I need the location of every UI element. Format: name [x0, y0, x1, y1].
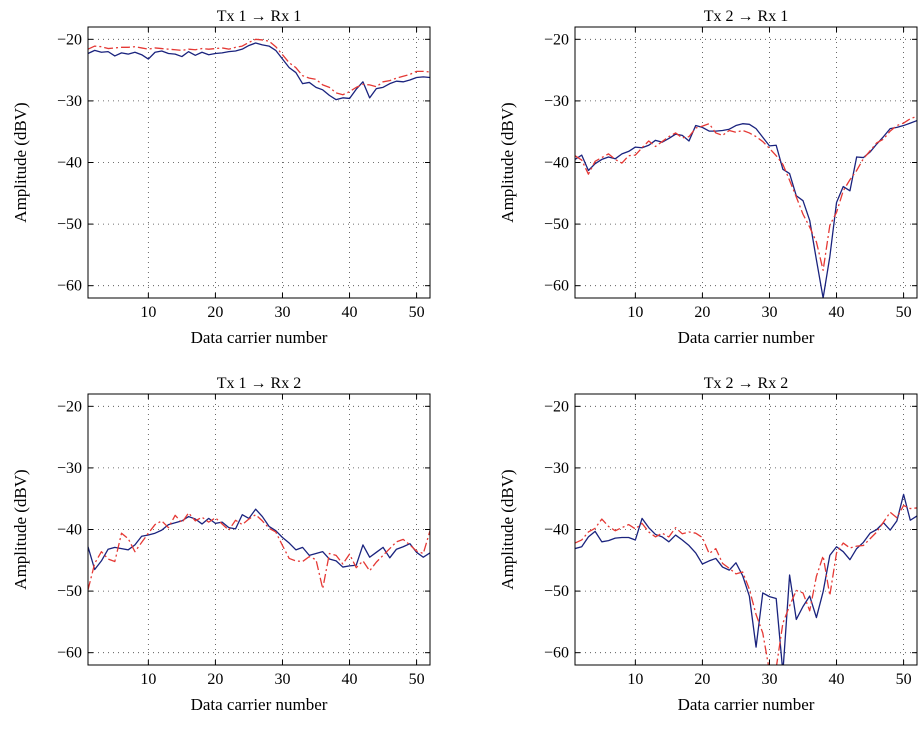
- y-tick-label: −20: [57, 398, 82, 415]
- x-axis-label: Data carrier number: [191, 695, 328, 714]
- series-line-2: [88, 512, 430, 591]
- chart-title: Tx 1 → Rx 1: [217, 8, 301, 25]
- x-tick-label: 30: [274, 304, 290, 321]
- chart-title: Tx 1 → Rx 2: [217, 375, 301, 392]
- y-axis-label: Amplitude (dBV): [498, 102, 517, 222]
- chart-panel-2: 10 20 30 40 50 −20 −30 −40 −50 −60 Tx 2 → Rx 1 Data…: [498, 8, 918, 347]
- y-axis-label: Amplitude (dBV): [498, 469, 517, 589]
- y-tick-label: −60: [544, 278, 569, 295]
- y-tick-label: −50: [544, 583, 569, 600]
- y-tick-label: −60: [544, 645, 569, 662]
- y-tick-label: −40: [57, 522, 82, 539]
- y-tick-label: −40: [544, 155, 569, 172]
- series-line-2: [575, 115, 917, 271]
- series-line-2: [575, 504, 917, 665]
- x-tick-label: 40: [342, 304, 358, 321]
- y-tick-label: −50: [544, 216, 569, 233]
- x-axis-label: Data carrier number: [678, 328, 815, 347]
- chart-panel-1: 10 20 30 40 50 −20 −30 −40 −50 −60 Tx 1 → Rx 1 Data…: [11, 8, 431, 347]
- y-tick-label: −50: [57, 216, 82, 233]
- x-tick-label: 40: [829, 671, 845, 688]
- x-tick-label: 10: [627, 304, 643, 321]
- x-tick-label: 50: [409, 671, 425, 688]
- series-line-1: [575, 120, 917, 298]
- x-tick-label: 30: [274, 671, 290, 688]
- chart-title: Tx 2 → Rx 2: [704, 375, 788, 392]
- y-tick-label: −60: [57, 278, 82, 295]
- x-tick-label: 50: [409, 304, 425, 321]
- series-line-1: [88, 508, 430, 571]
- x-axis-label: Data carrier number: [191, 328, 328, 347]
- x-tick-label: 20: [207, 671, 223, 688]
- y-tick-label: −30: [544, 460, 569, 477]
- x-tick-label: 30: [761, 671, 777, 688]
- plot-frame: [574, 26, 918, 299]
- y-tick-label: −20: [57, 31, 82, 48]
- y-tick-label: −60: [57, 645, 82, 662]
- x-tick-label: 40: [342, 671, 358, 688]
- x-axis-label: Data carrier number: [678, 695, 815, 714]
- y-tick-label: −40: [57, 155, 82, 172]
- x-tick-label: 20: [694, 671, 710, 688]
- y-tick-label: −20: [544, 31, 569, 48]
- x-tick-label: 20: [694, 304, 710, 321]
- plot-frame: [574, 393, 918, 666]
- x-tick-label: 50: [896, 671, 912, 688]
- y-tick-label: −30: [57, 93, 82, 110]
- x-tick-label: 10: [140, 671, 156, 688]
- y-tick-label: −50: [57, 583, 82, 600]
- plot-frame: [87, 393, 431, 666]
- chart-panel-3: 10 20 30 40 50 −20 −30 −40 −50 −60 Tx 1 → Rx 2 Data…: [11, 375, 431, 714]
- x-tick-label: 40: [829, 304, 845, 321]
- x-tick-label: 30: [761, 304, 777, 321]
- y-tick-label: −20: [544, 398, 569, 415]
- y-tick-label: −40: [544, 522, 569, 539]
- y-axis-label: Amplitude (dBV): [11, 102, 30, 222]
- x-tick-label: 10: [140, 304, 156, 321]
- chart-panel-4: 10 20 30 40 50 −20 −30 −40 −50 −60 Tx 2 → Rx 2 Data…: [498, 375, 918, 714]
- series-line-1: [88, 42, 430, 101]
- y-tick-label: −30: [57, 460, 82, 477]
- x-tick-label: 50: [896, 304, 912, 321]
- series-line-2: [88, 38, 430, 96]
- y-axis-label: Amplitude (dBV): [11, 469, 30, 589]
- plot-frame: [87, 26, 431, 299]
- x-tick-label: 20: [207, 304, 223, 321]
- chart-title: Tx 2 → Rx 1: [704, 8, 788, 25]
- x-tick-label: 10: [627, 671, 643, 688]
- y-tick-label: −30: [544, 93, 569, 110]
